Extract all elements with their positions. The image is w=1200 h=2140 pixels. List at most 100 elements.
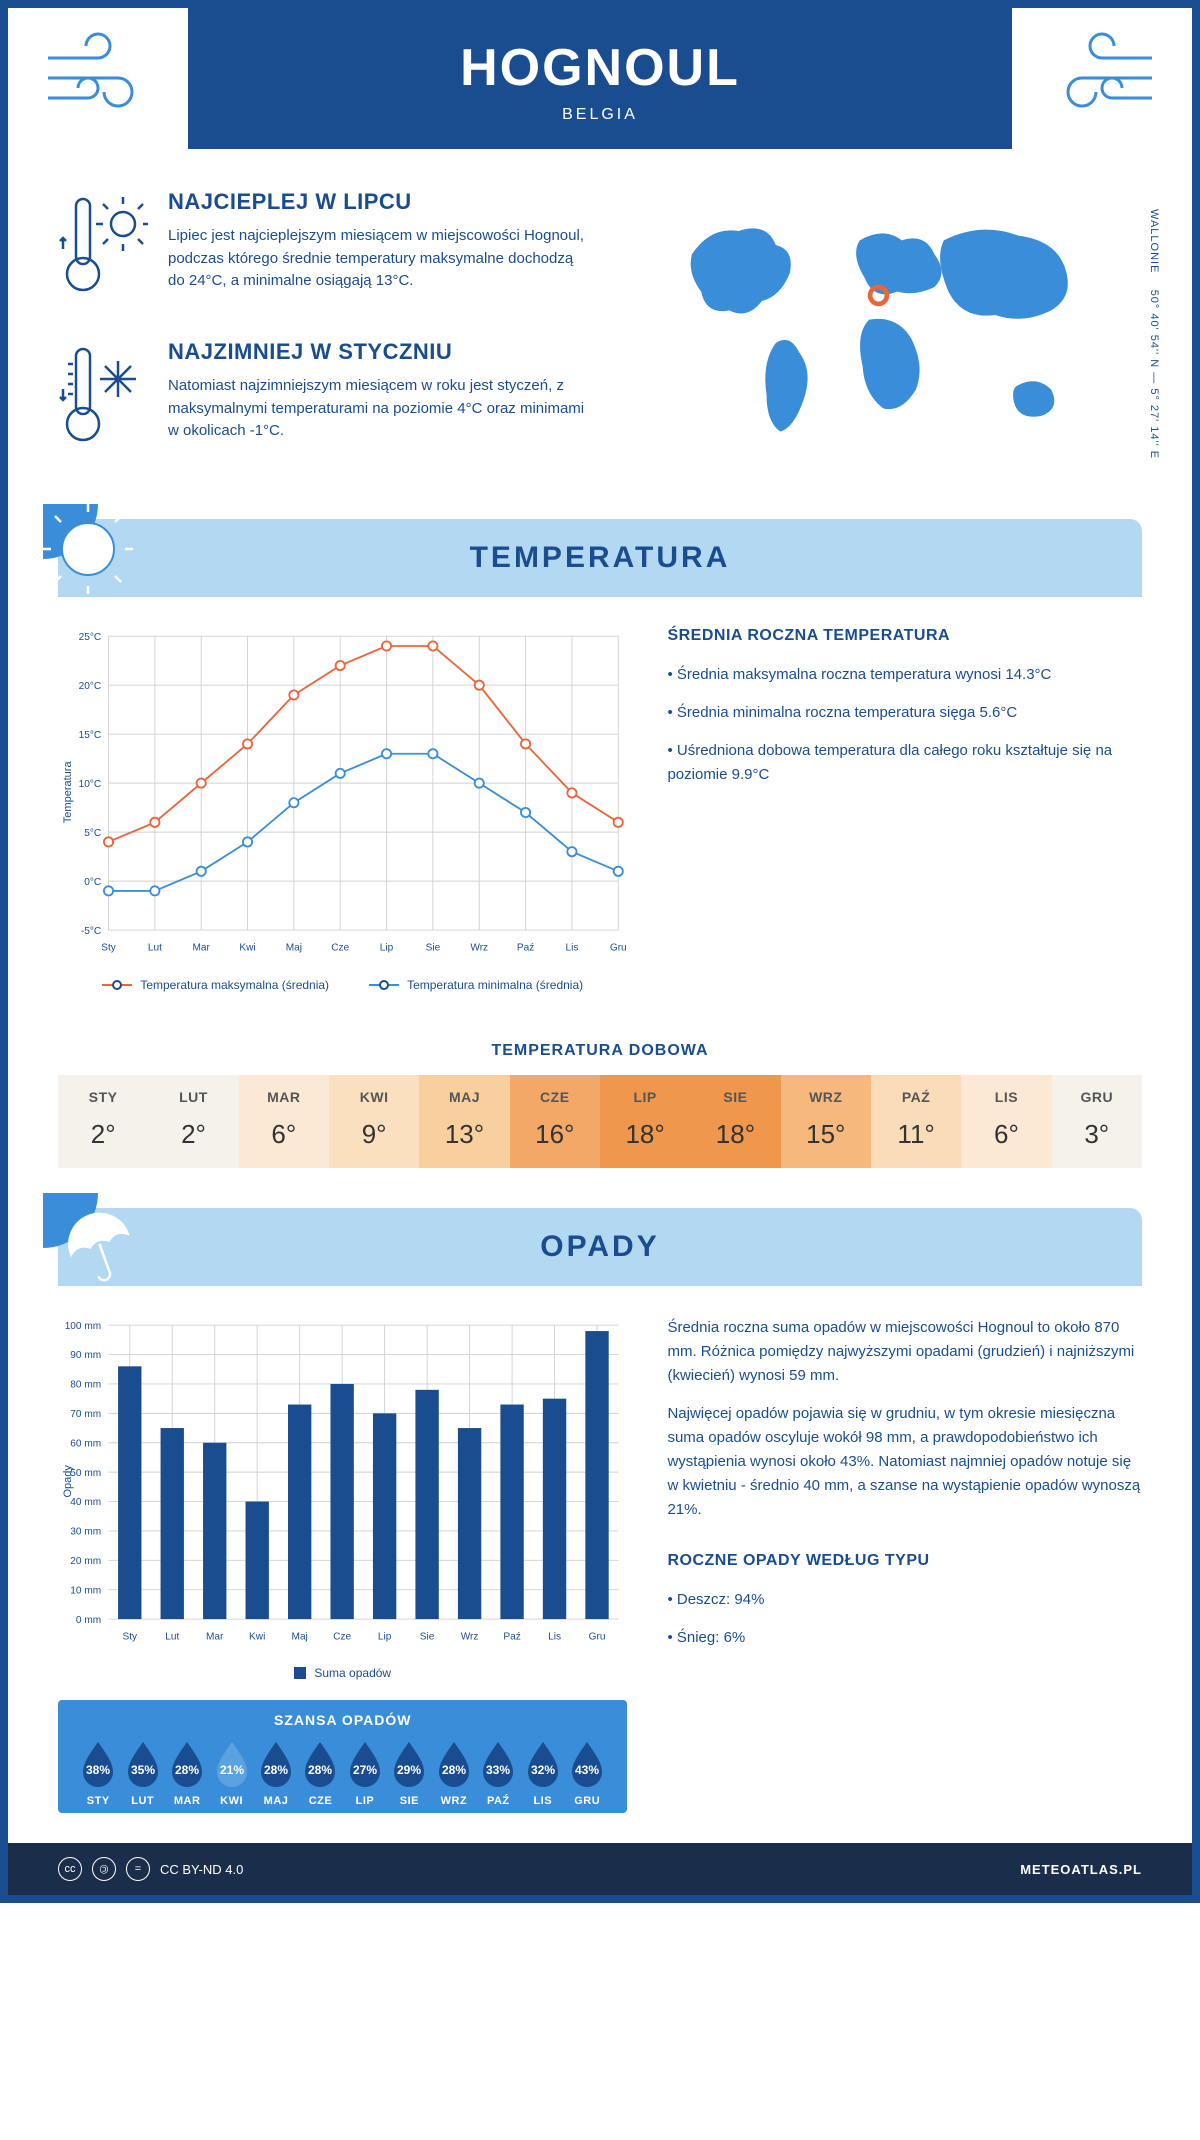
chance-item: 33%PAŹ	[476, 1738, 520, 1807]
bullet: • Deszcz: 94%	[667, 1588, 1142, 1612]
header: HOGNOUL BELGIA	[188, 8, 1012, 149]
daily-temp-title: TEMPERATURA DOBOWA	[8, 1042, 1192, 1060]
svg-text:Lut: Lut	[165, 1631, 179, 1642]
svg-text:Lip: Lip	[378, 1631, 392, 1642]
svg-text:Lip: Lip	[380, 942, 394, 953]
precip-legend: Suma opadów	[58, 1666, 627, 1680]
svg-text:28%: 28%	[264, 1763, 288, 1777]
avg-bullets: • Średnia maksymalna roczna temperatura …	[667, 663, 1142, 787]
svg-text:50 mm: 50 mm	[70, 1467, 101, 1478]
by-icon: 🄯	[92, 1857, 116, 1881]
temp-chart: -5°C0°C5°C10°C15°C20°C25°CStyLutMarKwiMa…	[58, 627, 627, 958]
legend-min: Temperatura minimalna (średnia)	[369, 978, 583, 992]
legend-precip: Suma opadów	[294, 1666, 391, 1680]
bullet: • Śnieg: 6%	[667, 1626, 1142, 1650]
temp-section-header: TEMPERATURA	[58, 519, 1142, 597]
temp-body: -5°C0°C5°C10°C15°C20°C25°CStyLutMarKwiMa…	[8, 597, 1192, 1022]
legend-square	[294, 1667, 306, 1679]
svg-text:Gru: Gru	[589, 1631, 606, 1642]
daily-cell: MAR6°	[239, 1075, 329, 1168]
svg-text:70 mm: 70 mm	[70, 1409, 101, 1420]
hot-desc: Lipiec jest najcieplejszym miesiącem w m…	[168, 225, 585, 293]
wind-icon-left	[38, 28, 158, 118]
daily-cell: WRZ15°	[781, 1075, 871, 1168]
daily-cell: LIP18°	[600, 1075, 690, 1168]
svg-text:Sie: Sie	[420, 1631, 435, 1642]
svg-text:28%: 28%	[442, 1763, 466, 1777]
chance-item: 29%SIE	[387, 1738, 431, 1807]
svg-text:0 mm: 0 mm	[76, 1614, 101, 1625]
intro-section: NAJCIEPLEJ W LIPCU Lipiec jest najcieple…	[8, 149, 1192, 519]
svg-text:Maj: Maj	[286, 942, 302, 953]
svg-text:Lis: Lis	[565, 942, 578, 953]
hot-title: NAJCIEPLEJ W LIPCU	[168, 189, 585, 215]
footer: cc 🄯 = CC BY-ND 4.0 METEOATLAS.PL	[8, 1843, 1192, 1895]
thermometer-sun-icon	[58, 189, 148, 304]
chance-row: 38%STY35%LUT28%MAR21%KWI28%MAJ28%CZE27%L…	[76, 1738, 609, 1807]
precip-section-header: OPADY	[58, 1208, 1142, 1286]
svg-text:Wrz: Wrz	[461, 1631, 479, 1642]
svg-text:20°C: 20°C	[79, 681, 102, 692]
chance-item: 43%GRU	[565, 1738, 609, 1807]
legend-line-min	[369, 984, 399, 986]
type-bullets: • Deszcz: 94% • Śnieg: 6%	[667, 1588, 1142, 1650]
chance-item: 27%LIP	[343, 1738, 387, 1807]
svg-text:5°C: 5°C	[84, 828, 101, 839]
svg-text:Opady: Opady	[62, 1464, 74, 1497]
svg-text:80 mm: 80 mm	[70, 1379, 101, 1390]
chance-item: 32%LIS	[521, 1738, 565, 1807]
svg-text:Sty: Sty	[122, 1631, 138, 1642]
temp-title: TEMPERATURA	[470, 541, 731, 574]
chance-item: 28%WRZ	[432, 1738, 476, 1807]
chance-item: 28%MAR	[165, 1738, 209, 1807]
wind-icon-right	[1042, 28, 1162, 118]
svg-text:Kwi: Kwi	[249, 1631, 265, 1642]
svg-text:28%: 28%	[308, 1763, 332, 1777]
type-title: ROCZNE OPADY WEDŁUG TYPU	[667, 1552, 1142, 1570]
bullet: • Średnia minimalna roczna temperatura s…	[667, 701, 1142, 725]
cold-text: NAJZIMNIEJ W STYCZNIU Natomiast najzimni…	[168, 339, 585, 454]
temp-legend: Temperatura maksymalna (średnia) Tempera…	[58, 978, 627, 992]
bullet: • Uśredniona dobowa temperatura dla całe…	[667, 739, 1142, 787]
chance-item: 38%STY	[76, 1738, 120, 1807]
svg-text:15°C: 15°C	[79, 730, 102, 741]
svg-text:30 mm: 30 mm	[70, 1526, 101, 1537]
svg-text:10 mm: 10 mm	[70, 1585, 101, 1596]
hot-text: NAJCIEPLEJ W LIPCU Lipiec jest najcieple…	[168, 189, 585, 304]
site-name: METEOATLAS.PL	[1020, 1862, 1142, 1877]
chance-box: SZANSA OPADÓW 38%STY35%LUT28%MAR21%KWI28…	[58, 1700, 627, 1813]
svg-text:Paź: Paź	[503, 1631, 520, 1642]
svg-text:25°C: 25°C	[79, 632, 102, 643]
svg-text:28%: 28%	[175, 1763, 199, 1777]
svg-text:Gru: Gru	[610, 942, 627, 953]
svg-text:29%: 29%	[397, 1763, 421, 1777]
bullet: • Średnia maksymalna roczna temperatura …	[667, 663, 1142, 687]
svg-text:Mar: Mar	[193, 942, 211, 953]
svg-text:35%: 35%	[131, 1763, 155, 1777]
chance-item: 21%KWI	[209, 1738, 253, 1807]
intro-left: NAJCIEPLEJ W LIPCU Lipiec jest najcieple…	[58, 189, 585, 489]
svg-text:100 mm: 100 mm	[65, 1320, 101, 1331]
temp-text-col: ŚREDNIA ROCZNA TEMPERATURA • Średnia mak…	[667, 627, 1142, 992]
precip-text-col: Średnia roczna suma opadów w miejscowośc…	[667, 1316, 1142, 1814]
svg-text:0°C: 0°C	[84, 877, 101, 888]
daily-cell: CZE16°	[510, 1075, 600, 1168]
temp-chart-col: -5°C0°C5°C10°C15°C20°C25°CStyLutMarKwiMa…	[58, 627, 627, 992]
svg-text:Lut: Lut	[148, 942, 162, 953]
svg-text:Cze: Cze	[331, 942, 349, 953]
thermometer-snow-icon	[58, 339, 148, 454]
cc-icon: cc	[58, 1857, 82, 1881]
svg-text:Paź: Paź	[517, 942, 534, 953]
country-subtitle: BELGIA	[208, 106, 992, 124]
city-title: HOGNOUL	[208, 38, 992, 98]
daily-cell: SIE18°	[690, 1075, 780, 1168]
cold-block: NAJZIMNIEJ W STYCZNIU Natomiast najzimni…	[58, 339, 585, 454]
chance-title: SZANSA OPADÓW	[76, 1712, 609, 1728]
svg-text:Maj: Maj	[292, 1631, 308, 1642]
svg-text:Temperatura: Temperatura	[62, 761, 74, 824]
svg-text:Sie: Sie	[426, 942, 441, 953]
hot-block: NAJCIEPLEJ W LIPCU Lipiec jest najcieple…	[58, 189, 585, 304]
world-map	[615, 189, 1142, 469]
svg-text:90 mm: 90 mm	[70, 1350, 101, 1361]
svg-text:33%: 33%	[486, 1763, 510, 1777]
